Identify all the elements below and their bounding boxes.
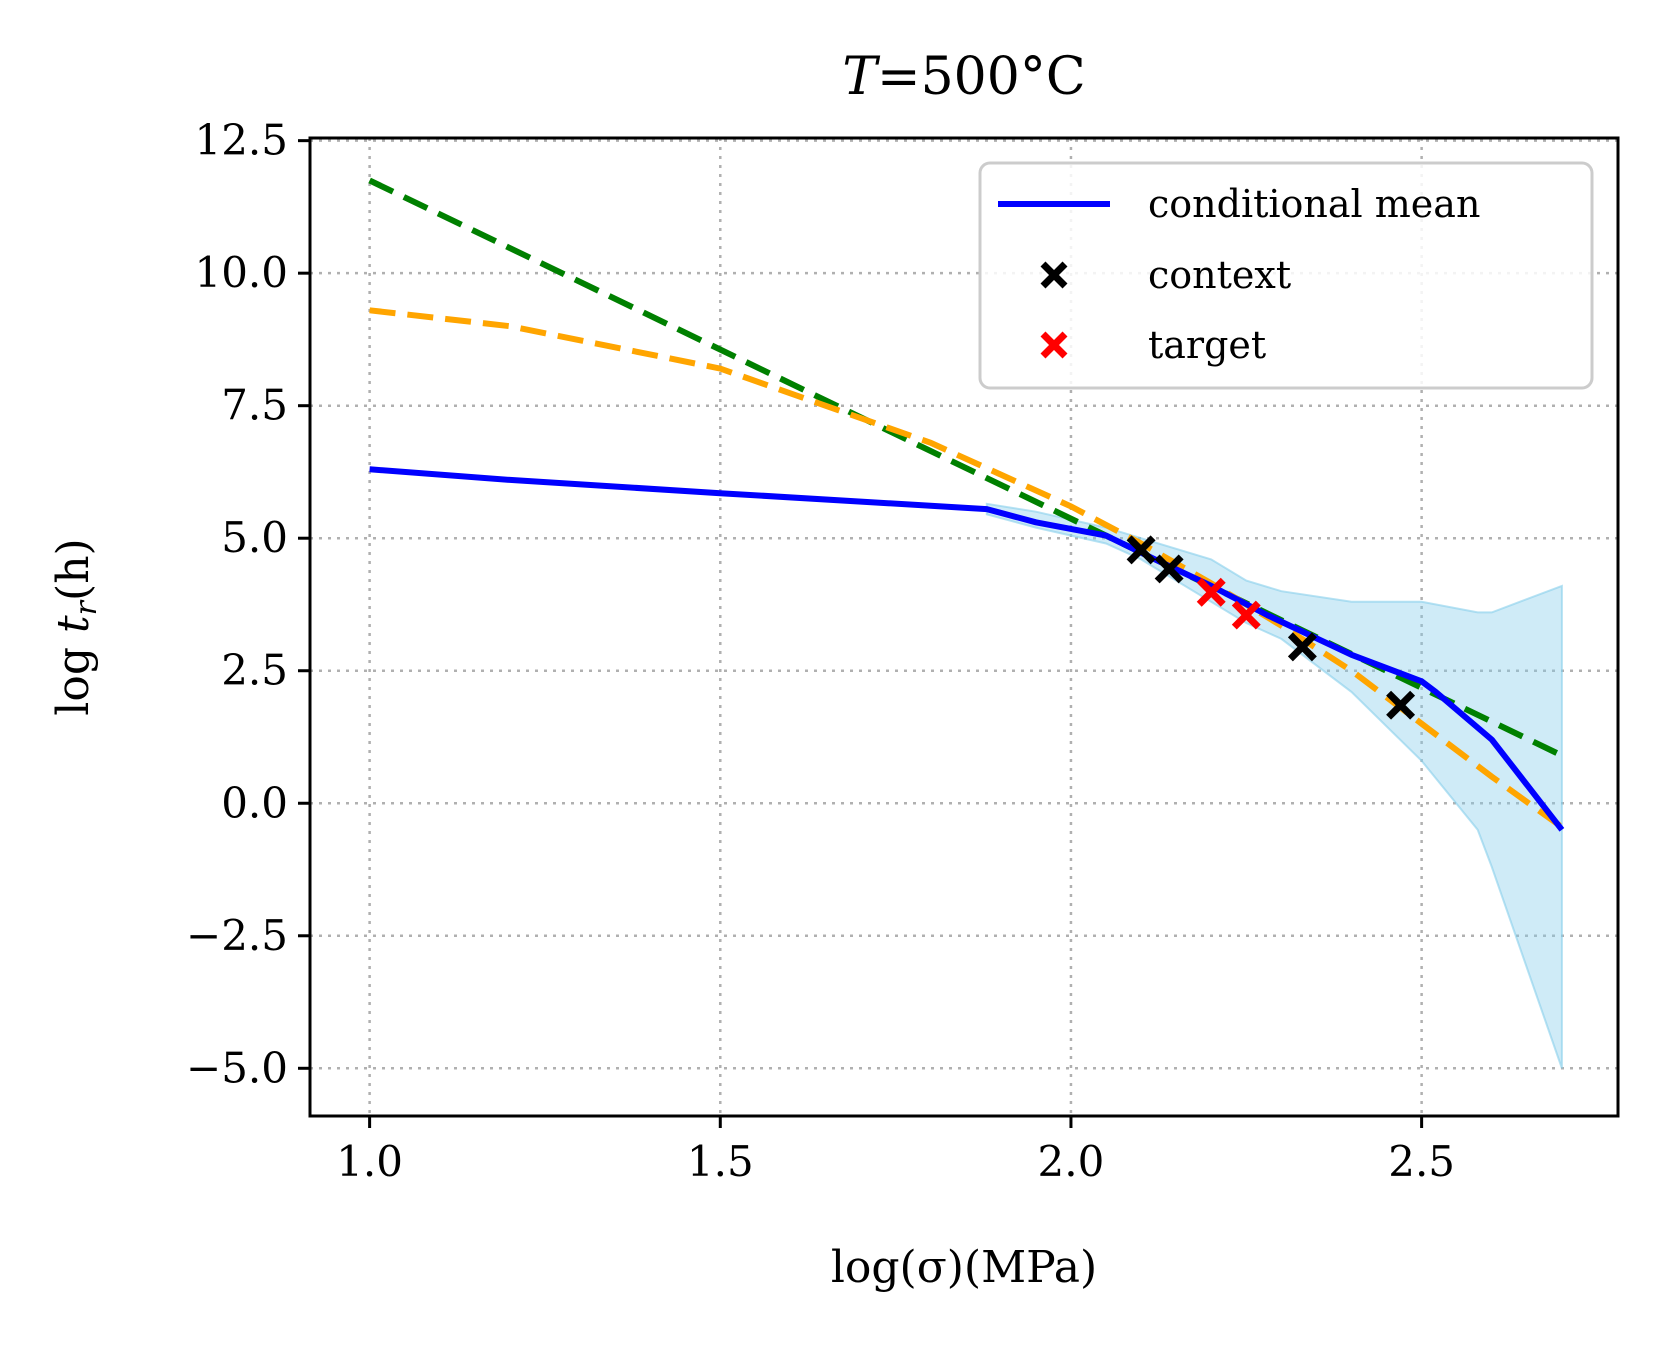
chart-title-symbol: T	[842, 47, 880, 107]
y-tick-label: 2.5	[221, 646, 288, 695]
legend-x-swatch-stroke-b	[1040, 331, 1068, 359]
y-tick-label: 12.5	[194, 116, 288, 165]
y-tick-label: 0.0	[221, 778, 288, 827]
x-axis-label: log(σ)(MPa)	[831, 1242, 1097, 1293]
y-tick-label: 10.0	[194, 248, 288, 297]
legend-x-swatch-stroke-b	[1040, 261, 1068, 289]
legend-label: context	[1148, 253, 1291, 297]
y-axis-label: log tr(h)	[48, 538, 104, 715]
context-marker	[1126, 535, 1156, 565]
conditional-mean-line	[369, 466, 1565, 832]
x-tick-label: 1.5	[687, 1137, 754, 1186]
context-marker	[1287, 632, 1317, 662]
y-tick-label: −2.5	[186, 911, 288, 960]
x-tick-label: 2.0	[1038, 1137, 1105, 1186]
x-tick-label: 1.0	[336, 1137, 403, 1186]
plot-frame	[308, 136, 1620, 1118]
legend-items: conditional mean context target	[998, 182, 1480, 367]
target-marker-stroke-b	[1196, 577, 1226, 607]
legend-box	[978, 161, 1594, 390]
context-marker-stroke-b	[1126, 535, 1156, 565]
y-axis-label-suffix: (h)	[48, 538, 99, 601]
target-marker	[1231, 600, 1261, 630]
target-marker	[1196, 577, 1226, 607]
context-marker	[1154, 554, 1184, 584]
chart-title-rest: =500°C	[877, 47, 1086, 107]
context-marker-stroke-b	[1386, 690, 1416, 720]
y-tick-label: −5.0	[186, 1043, 288, 1092]
y-axis-label-var: t	[48, 615, 99, 633]
band-layer	[985, 502, 1563, 1069]
y-axis-label-sub: r	[69, 599, 104, 615]
y-tick-label: 7.5	[221, 381, 288, 430]
chart-title: T=500°C	[842, 47, 1085, 107]
context-marker-stroke-b	[1154, 554, 1184, 584]
tick-layer: 1.0 1.5 2.0 2.5 12.5 10.0 7.5 5.0 2.5 0.0 −2.5 −5.0	[186, 116, 1455, 1186]
legend-x-swatch	[1040, 261, 1068, 289]
legend-item-conditional-mean: conditional mean	[998, 182, 1480, 226]
y-axis-label-prefix: log	[48, 633, 99, 716]
marker-layer	[1126, 535, 1416, 720]
legend-x-swatch	[1040, 331, 1068, 359]
uncertainty-band	[985, 502, 1563, 1069]
target-marker-stroke-b	[1231, 600, 1261, 630]
legend-item-context: context	[1040, 253, 1291, 297]
context-marker-stroke-b	[1287, 632, 1317, 662]
legend-item-target: target	[1040, 323, 1266, 367]
y-tick-label: 5.0	[221, 513, 288, 562]
x-tick-label: 2.5	[1388, 1137, 1455, 1186]
legend-label: conditional mean	[1148, 182, 1480, 226]
legend-label: target	[1148, 323, 1266, 367]
legend: conditional mean context target	[978, 161, 1594, 390]
context-marker	[1386, 690, 1416, 720]
